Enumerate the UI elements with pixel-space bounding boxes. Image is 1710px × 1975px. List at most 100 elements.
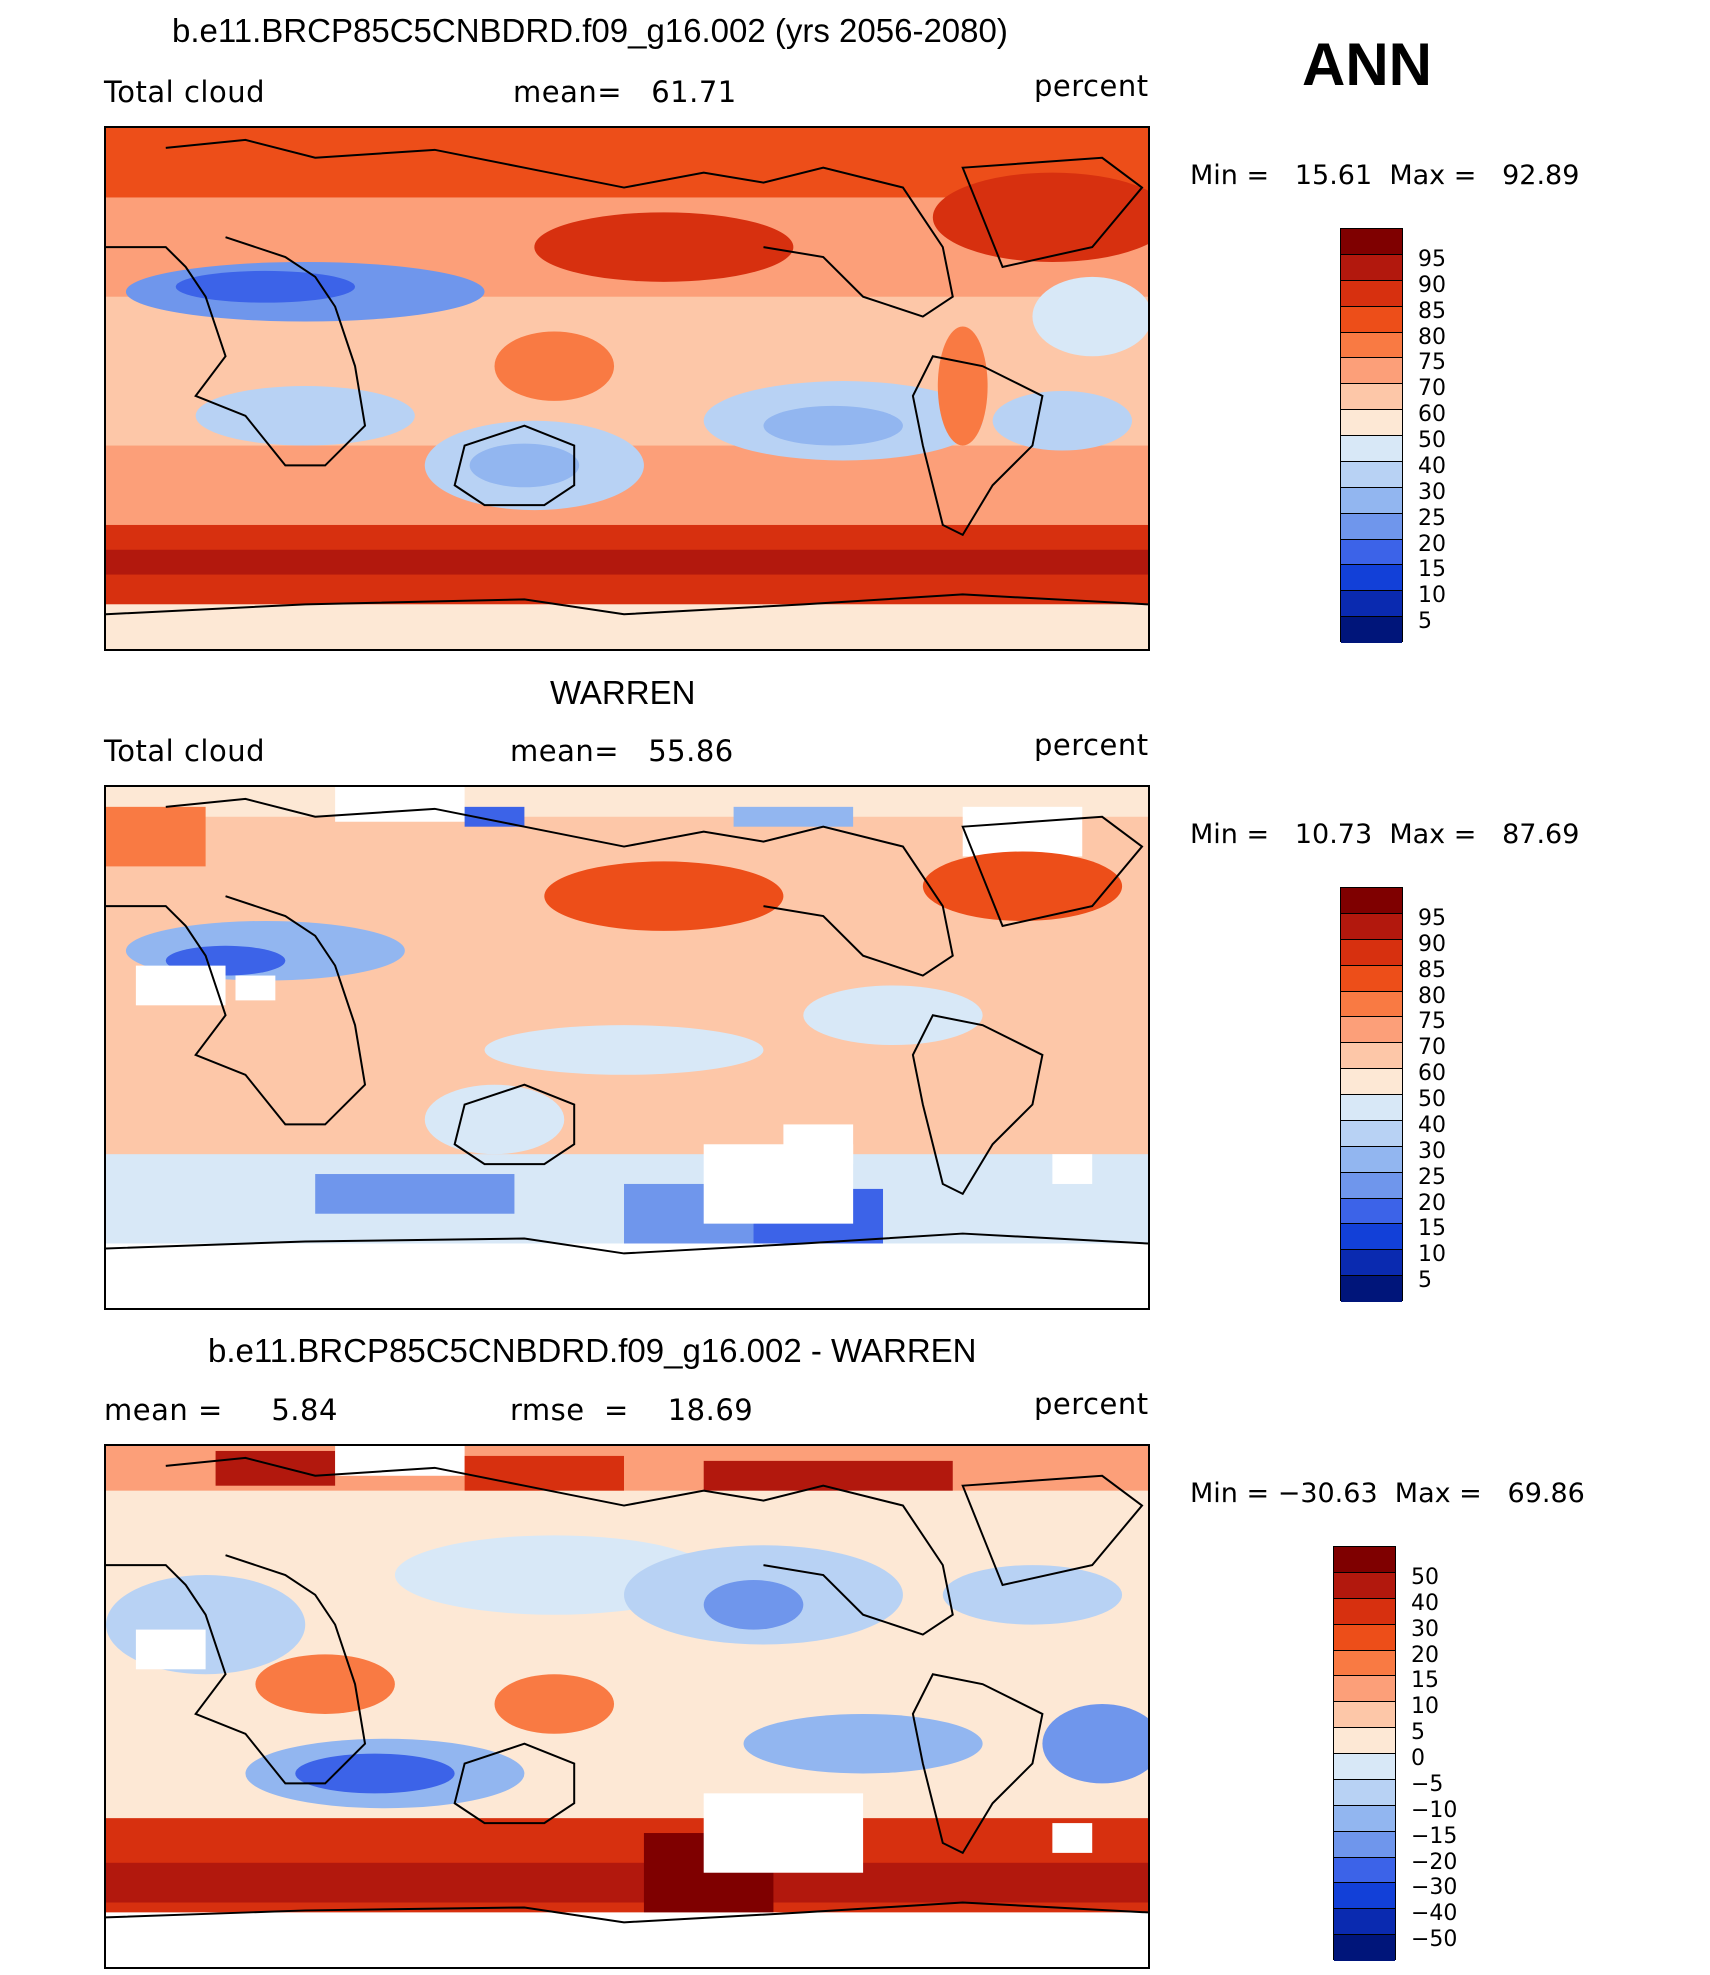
- colorbar-tick-label: 75: [1418, 350, 1446, 376]
- colorbar-swatch: [1341, 913, 1402, 940]
- colorbar-swatch: [1341, 229, 1402, 255]
- panel-2-mean-label: mean= 55.86: [510, 734, 734, 768]
- colorbar-tick-label: 5: [1418, 1268, 1432, 1294]
- colorbar-tick-label: 25: [1418, 1164, 1446, 1190]
- colorbar-swatch: [1341, 410, 1402, 436]
- colorbar-swatch: [1334, 1598, 1395, 1625]
- colorbar-swatch: [1341, 1069, 1402, 1095]
- colorbar-tick-label: −20: [1411, 1849, 1458, 1875]
- colorbar-swatch: [1341, 1224, 1402, 1251]
- colorbar-tick-label: −5: [1411, 1771, 1444, 1797]
- colorbar-swatch: [1341, 591, 1402, 618]
- colorbar-swatch: [1334, 1935, 1395, 1961]
- colorbar-swatch: [1341, 888, 1402, 914]
- colorbar-tick-label: 75: [1418, 1009, 1446, 1035]
- colorbar-tick-label: 0: [1411, 1746, 1425, 1771]
- colorbar-swatch: [1341, 254, 1402, 281]
- panel-1-mean-label: mean= 61.71: [513, 75, 737, 109]
- panel-1-map-field: [106, 128, 1148, 649]
- colorbar-tick-label: 50: [1418, 1087, 1446, 1112]
- panel-3-map: [104, 1444, 1150, 1969]
- colorbar-tick-label: 15: [1418, 557, 1446, 583]
- colorbar-swatch: [1334, 1831, 1395, 1858]
- colorbar-tick-label: 5: [1418, 609, 1432, 635]
- panel-1-colorbar: 95 90 85 80 75 70 60 50 40 30 25 20 15 10 5: [1340, 228, 1520, 643]
- colorbar-swatch: [1334, 1779, 1395, 1806]
- season-label: ANN: [1302, 31, 1432, 98]
- colorbar-swatch: [1341, 539, 1402, 566]
- colorbar-tick-label: 40: [1418, 1112, 1446, 1138]
- colorbar-swatch: [1341, 436, 1402, 462]
- colorbar-tick-label: 90: [1418, 272, 1446, 298]
- colorbar-tick-label: 80: [1418, 324, 1446, 350]
- colorbar-tick-label: 90: [1418, 931, 1446, 957]
- colorbar-tick-label: 30: [1411, 1616, 1439, 1642]
- colorbar-swatch: [1341, 1172, 1402, 1199]
- colorbar-swatch: [1334, 1805, 1395, 1832]
- colorbar-swatch: [1334, 1676, 1395, 1703]
- panel-3-colorbar-swatches: [1333, 1546, 1396, 1961]
- colorbar-swatch: [1341, 461, 1402, 488]
- colorbar-tick-label: 10: [1411, 1694, 1439, 1720]
- panel-2-min-max: Min = 10.73 Max = 87.69: [1190, 819, 1580, 850]
- colorbar-swatch: [1334, 1754, 1395, 1780]
- colorbar-swatch: [1334, 1624, 1395, 1651]
- panel-2-map-field: [106, 787, 1148, 1308]
- colorbar-tick-label: 15: [1418, 1216, 1446, 1242]
- colorbar-tick-label: 10: [1418, 583, 1446, 609]
- panel-1-variable-label: Total cloud: [104, 75, 265, 109]
- colorbar-swatch: [1341, 358, 1402, 385]
- colorbar-tick-label: 30: [1418, 479, 1446, 505]
- colorbar-swatch: [1334, 1650, 1395, 1677]
- panel-1-min-max: Min = 15.61 Max = 92.89: [1190, 160, 1580, 191]
- colorbar-tick-label: 20: [1418, 1190, 1446, 1216]
- colorbar-swatch: [1341, 1250, 1402, 1277]
- colorbar-tick-label: 70: [1418, 376, 1446, 402]
- panel-1-map: [104, 126, 1150, 651]
- colorbar-swatch: [1341, 1043, 1402, 1070]
- colorbar-tick-label: 70: [1418, 1035, 1446, 1061]
- colorbar-swatch: [1334, 1857, 1395, 1884]
- colorbar-swatch: [1341, 965, 1402, 992]
- colorbar-swatch: [1334, 1909, 1395, 1936]
- panel-3-min-max: Min = −30.63 Max = 69.86: [1190, 1478, 1585, 1509]
- colorbar-tick-label: 5: [1411, 1720, 1425, 1746]
- colorbar-tick-label: 60: [1418, 402, 1446, 428]
- colorbar-swatch: [1341, 991, 1402, 1018]
- panel-2-colorbar-swatches: [1340, 887, 1403, 1302]
- colorbar-tick-label: 40: [1411, 1590, 1439, 1616]
- colorbar-tick-label: −40: [1411, 1901, 1458, 1927]
- colorbar-swatch: [1341, 939, 1402, 966]
- colorbar-swatch: [1334, 1883, 1395, 1910]
- panel-3-map-field: [106, 1446, 1148, 1967]
- colorbar-swatch: [1341, 1017, 1402, 1044]
- panel-1-colorbar-swatches: [1340, 228, 1403, 643]
- colorbar-swatch: [1334, 1572, 1395, 1599]
- colorbar-swatch: [1334, 1547, 1395, 1573]
- colorbar-swatch: [1341, 513, 1402, 540]
- colorbar-tick-label: 50: [1411, 1564, 1439, 1590]
- panel-3-units-label: percent: [1034, 1387, 1149, 1421]
- panel-3-title: b.e11.BRCP85C5CNBDRD.f09_g16.002 - WARRE…: [208, 1332, 977, 1369]
- colorbar-swatch: [1341, 617, 1402, 643]
- colorbar-tick-label: 15: [1411, 1668, 1439, 1694]
- panel-3-rmse-label: rmse = 18.69: [510, 1393, 754, 1427]
- colorbar-swatch: [1341, 306, 1402, 333]
- colorbar-tick-label: 95: [1418, 246, 1446, 272]
- colorbar-tick-label: 10: [1418, 1242, 1446, 1268]
- panel-2-variable-label: Total cloud: [104, 734, 265, 768]
- panel-2-units-label: percent: [1034, 728, 1149, 762]
- colorbar-tick-label: −50: [1411, 1927, 1458, 1953]
- colorbar-tick-label: 20: [1418, 531, 1446, 557]
- colorbar-swatch: [1341, 565, 1402, 592]
- panel-1-units-label: percent: [1034, 69, 1149, 103]
- panel-2-map: [104, 785, 1150, 1310]
- colorbar-tick-label: 95: [1418, 905, 1446, 931]
- colorbar-swatch: [1341, 384, 1402, 411]
- colorbar-tick-label: −10: [1411, 1797, 1458, 1823]
- colorbar-tick-label: 50: [1418, 428, 1446, 453]
- colorbar-swatch: [1341, 487, 1402, 514]
- colorbar-swatch: [1341, 280, 1402, 307]
- panel-2-colorbar: 95 90 85 80 75 70 60 50 40 30 25 20 15 10 5: [1340, 887, 1520, 1302]
- colorbar-tick-label: −15: [1411, 1823, 1458, 1849]
